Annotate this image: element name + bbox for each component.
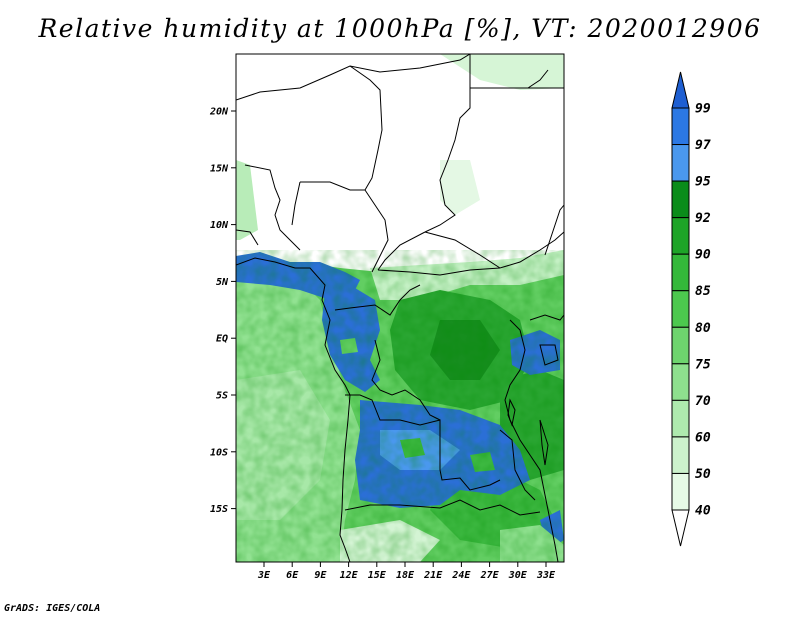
colorbar-label: 99 (695, 102, 711, 117)
lat-tick-label: 5S (216, 391, 228, 402)
colorbar-label: 50 (695, 467, 711, 482)
lat-tick-label: EQ (216, 334, 228, 345)
colorbar-box (671, 107, 690, 146)
lon-tick-label: 3E (257, 570, 271, 581)
colorbar-box (671, 472, 690, 511)
country-borders (236, 54, 564, 562)
lat-tick-label: 15S (210, 504, 228, 515)
colorbar: 99 97 95 92 90 85 80 75 70 60 50 40 (671, 71, 711, 547)
lat-tick-label: 15N (210, 163, 229, 174)
lon-tick-label: 15E (368, 570, 387, 581)
lon-tick-label: 12E (340, 570, 359, 581)
colorbar-box (671, 399, 690, 438)
colorbar-label: 80 (695, 321, 711, 336)
colorbar-box (671, 436, 690, 474)
lon-tick-label: 6E (286, 570, 299, 581)
colorbar-label: 92 (695, 211, 711, 226)
colorbar-box (671, 144, 690, 182)
colorbar-label: 60 (695, 430, 711, 445)
colorbar-label: 97 (695, 138, 711, 153)
lat-tick-label: 20N (209, 107, 229, 118)
colorbar-box (671, 217, 690, 255)
lat-tick-label: 5N (216, 277, 229, 288)
lat-tick-label: 10S (210, 447, 228, 458)
colorbar-box (671, 180, 690, 219)
map-frame (235, 53, 565, 563)
colorbar-label: 75 (695, 357, 711, 372)
colorbar-box (671, 253, 690, 292)
credit-text: GrADS: IGES/COLA (4, 603, 101, 614)
longitude-axis: 3E 6E 9E 12E 15E 18E 21E 24E 27E 30E 33E (257, 562, 556, 581)
lat-tick-label: 10N (210, 220, 229, 231)
colorbar-label: 40 (695, 504, 711, 519)
map-title: Relative humidity at 1000hPa [%], VT: 20… (38, 14, 762, 43)
colorbar-box (671, 326, 690, 365)
colorbar-box (671, 363, 690, 401)
colorbar-label: 95 (695, 175, 711, 190)
lon-tick-label: 24E (451, 570, 471, 581)
map-panel (236, 54, 564, 562)
latitude-axis: 20N 15N 10N 5N EQ 5S 10S 15S (209, 107, 236, 515)
colorbar-label: 70 (695, 394, 711, 409)
lon-tick-label: 30E (508, 570, 528, 581)
colorbar-label: 90 (695, 248, 711, 263)
lon-tick-label: 27E (480, 570, 500, 581)
lon-tick-label: 33E (536, 570, 556, 581)
colorbar-top-arrow (671, 71, 690, 109)
colorbar-label: 85 (695, 284, 711, 299)
colorbar-box (671, 290, 690, 328)
lon-tick-label: 21E (423, 570, 443, 581)
colorbar-bottom-arrow (671, 509, 690, 547)
lon-tick-label: 9E (314, 570, 327, 581)
lon-tick-label: 18E (396, 570, 415, 581)
